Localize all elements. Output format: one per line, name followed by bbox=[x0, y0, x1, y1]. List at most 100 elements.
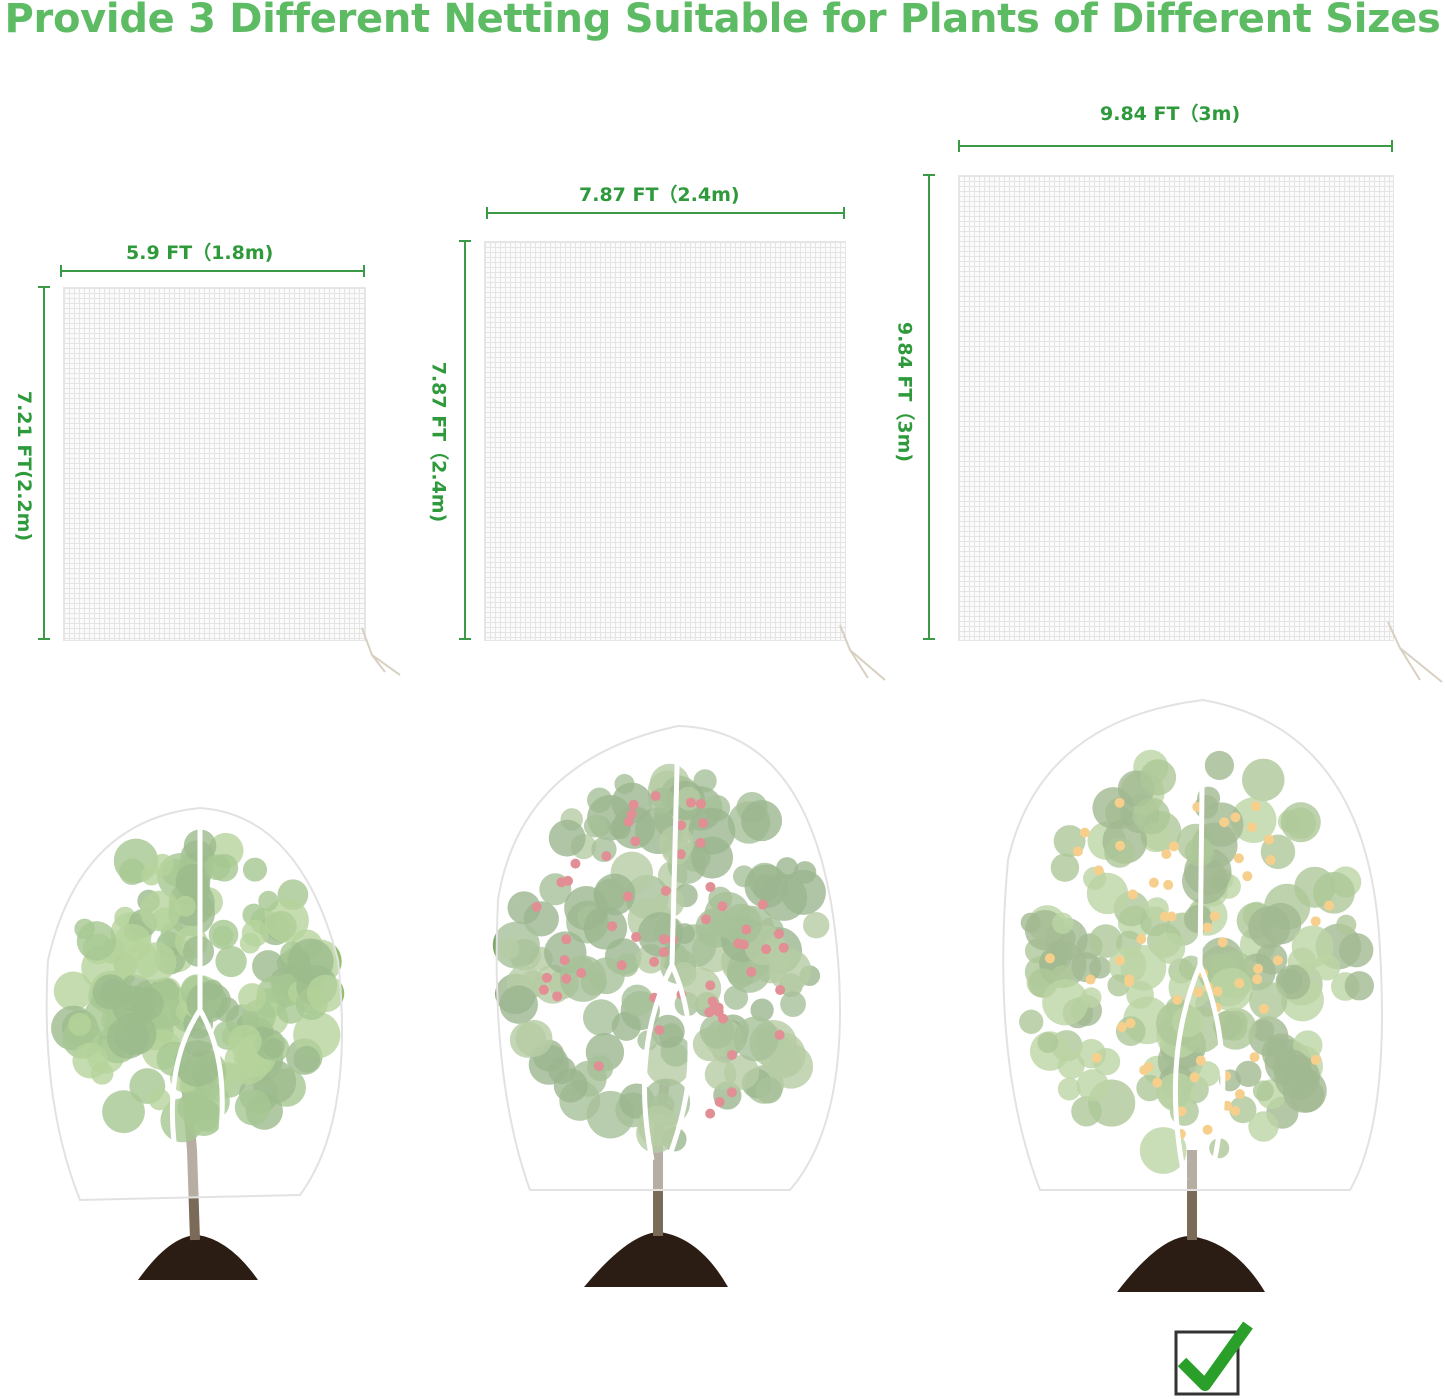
net-1-mesh bbox=[63, 287, 366, 641]
fruit bbox=[541, 972, 552, 983]
leaf-cluster bbox=[781, 869, 826, 915]
leaf-cluster bbox=[1344, 971, 1374, 1001]
leaf-cluster bbox=[507, 891, 541, 925]
fruit bbox=[1310, 1054, 1321, 1065]
leaf-cluster bbox=[1107, 974, 1130, 997]
leaf-cluster bbox=[1252, 1080, 1274, 1102]
fruit bbox=[576, 967, 587, 978]
fruit bbox=[1219, 817, 1230, 828]
leaf-cluster bbox=[583, 814, 607, 838]
leaf-cluster bbox=[755, 1076, 783, 1104]
leaf-cluster bbox=[1042, 979, 1089, 1026]
fruit bbox=[1234, 978, 1245, 989]
leaf-cluster bbox=[780, 991, 806, 1018]
tree-foliage bbox=[51, 749, 1374, 1174]
fruit bbox=[658, 934, 669, 945]
leaf-cluster bbox=[1294, 866, 1336, 908]
fruit bbox=[761, 944, 772, 955]
fruit bbox=[1079, 827, 1090, 838]
fruit bbox=[698, 818, 709, 829]
fruit bbox=[705, 980, 716, 991]
net-1-width-line bbox=[60, 265, 365, 277]
fruit bbox=[1085, 974, 1096, 985]
zippers bbox=[169, 701, 1226, 1181]
soil-mounds bbox=[138, 1232, 1265, 1292]
fruit bbox=[631, 931, 642, 942]
fruit bbox=[1163, 879, 1174, 890]
fruit bbox=[1161, 849, 1172, 860]
leaf-cluster bbox=[583, 906, 628, 950]
fruit bbox=[552, 991, 563, 1002]
fruit bbox=[1125, 1018, 1136, 1029]
fruit bbox=[685, 797, 696, 808]
fruit bbox=[1193, 987, 1204, 998]
fruit bbox=[676, 820, 687, 831]
leaf-cluster bbox=[1209, 967, 1253, 1012]
leaf-cluster bbox=[776, 857, 799, 880]
leaf-cluster bbox=[1057, 1051, 1085, 1080]
leaf-cluster bbox=[1249, 981, 1288, 1020]
fruit bbox=[700, 914, 711, 925]
leaf-cluster bbox=[803, 912, 830, 939]
leaf-cluster bbox=[208, 919, 239, 950]
leaf-cluster bbox=[1104, 837, 1135, 868]
leaf-cluster bbox=[113, 923, 152, 962]
fruit bbox=[717, 1013, 728, 1024]
fruit bbox=[1189, 1072, 1200, 1083]
leaf-cluster bbox=[1154, 932, 1186, 964]
fruit bbox=[1242, 871, 1253, 882]
fruit bbox=[717, 901, 728, 912]
net-2-width-line bbox=[486, 207, 845, 219]
leaf-cluster bbox=[723, 985, 749, 1010]
leaf-cluster bbox=[264, 898, 309, 943]
leaf-cluster bbox=[90, 1062, 114, 1085]
fruit bbox=[660, 885, 671, 896]
leaf-cluster bbox=[1194, 1061, 1220, 1087]
fruit bbox=[1168, 841, 1179, 852]
fruit bbox=[1114, 955, 1125, 966]
fruit bbox=[1252, 974, 1263, 985]
leaf-cluster bbox=[228, 1024, 262, 1059]
net-3-width-label: 9.84 FT（3m) bbox=[1100, 103, 1241, 125]
fruit bbox=[704, 1007, 715, 1018]
fruit bbox=[1124, 976, 1135, 987]
net-2-mesh bbox=[484, 241, 846, 641]
leaf-cluster bbox=[1235, 1060, 1262, 1088]
leaf-cluster bbox=[234, 1089, 271, 1126]
leaf-cluster bbox=[1133, 797, 1170, 835]
leaf-cluster bbox=[1289, 1078, 1325, 1113]
leaf-cluster bbox=[106, 1016, 149, 1059]
fruit bbox=[1202, 1124, 1213, 1135]
leaf-cluster bbox=[53, 971, 93, 1011]
leaf-cluster bbox=[1037, 1032, 1059, 1053]
fruit bbox=[705, 1108, 716, 1119]
leaf-cluster bbox=[241, 919, 269, 947]
net-3-height-line bbox=[923, 174, 935, 640]
fruit bbox=[593, 1061, 604, 1072]
fruit bbox=[774, 1029, 785, 1040]
fruit bbox=[1230, 1105, 1241, 1116]
fruit bbox=[757, 899, 768, 910]
fruit bbox=[1114, 797, 1125, 808]
leaf-cluster bbox=[1242, 758, 1285, 802]
leaf-cluster bbox=[1019, 1009, 1044, 1034]
fruit bbox=[607, 921, 618, 932]
fruit bbox=[1253, 963, 1264, 974]
leaf-cluster bbox=[238, 983, 267, 1012]
leaf-cluster bbox=[102, 1090, 145, 1134]
fruit bbox=[707, 996, 718, 1007]
fruit bbox=[1172, 994, 1183, 1005]
fruit bbox=[1091, 1052, 1102, 1063]
fruit bbox=[1258, 1003, 1269, 1014]
leaf-cluster bbox=[1229, 1095, 1257, 1124]
leaf-cluster bbox=[151, 853, 174, 877]
leaf-cluster bbox=[1050, 853, 1080, 882]
fruit bbox=[1143, 1062, 1154, 1073]
fruit bbox=[570, 858, 581, 869]
fruit bbox=[1166, 911, 1177, 922]
leaf-cluster bbox=[175, 895, 196, 917]
leaf-cluster bbox=[1182, 858, 1228, 904]
leaf-cluster bbox=[140, 890, 181, 932]
fruit bbox=[531, 901, 542, 912]
fruit bbox=[601, 851, 612, 862]
